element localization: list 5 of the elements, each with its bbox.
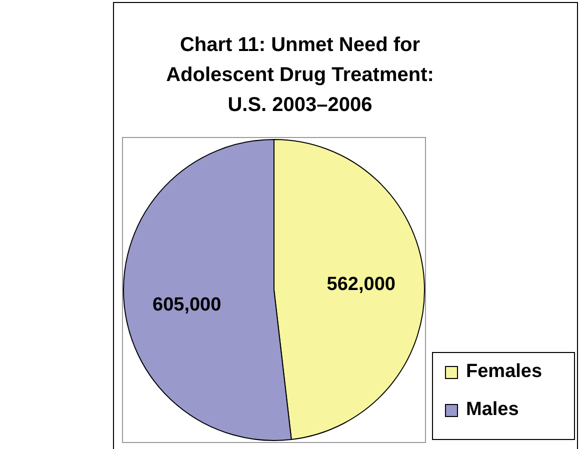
chart-title: Chart 11: Unmet Need for Adolescent Drug Treatment: U.S. 2003–2006 (165, 33, 435, 118)
data-label: 562,000 (326, 274, 396, 296)
legend-label: Females (466, 361, 542, 383)
data-label: 605,000 (152, 294, 222, 316)
legend-label: Males (466, 399, 519, 421)
